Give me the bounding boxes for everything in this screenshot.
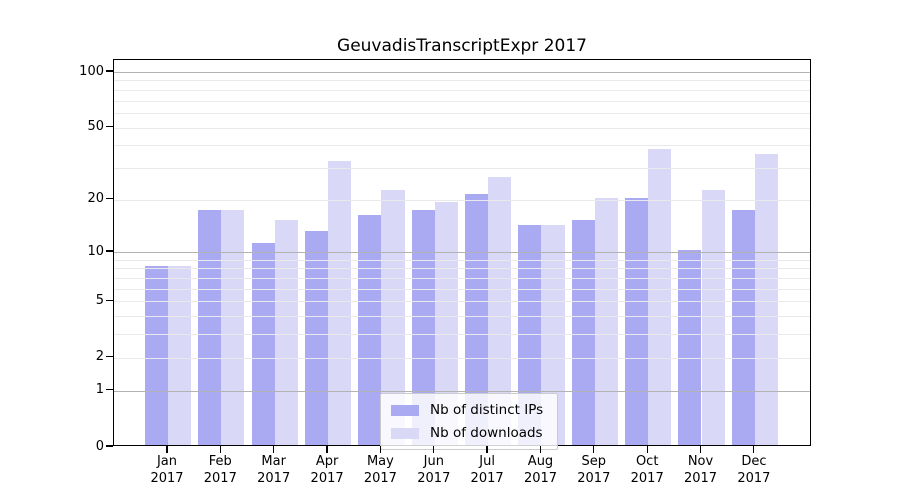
gridline-20 bbox=[114, 199, 810, 201]
x-tick-label-mar: Mar 2017 bbox=[257, 454, 291, 486]
bar-may-ips bbox=[358, 214, 382, 445]
gridline-50 bbox=[114, 127, 810, 129]
legend-label: Nb of downloads bbox=[430, 425, 543, 441]
bar-apr-downloads bbox=[328, 160, 352, 445]
y-tick-label-100: 100 bbox=[79, 63, 104, 79]
x-tick-mark bbox=[433, 446, 435, 453]
bar-sep-ips bbox=[571, 219, 595, 445]
gridline-5 bbox=[114, 301, 810, 303]
y-tick-mark bbox=[106, 250, 113, 252]
y-tick-mark bbox=[106, 299, 113, 302]
grid-layer bbox=[114, 60, 810, 445]
y-tick-label-10: 10 bbox=[87, 243, 104, 259]
bar-nov-ips bbox=[678, 250, 702, 445]
y-tick-mark bbox=[106, 197, 113, 200]
gridline-60 bbox=[114, 112, 810, 114]
gridline-2 bbox=[114, 357, 810, 359]
bar-nov-downloads bbox=[701, 190, 725, 445]
downloads-color-swatch bbox=[391, 427, 419, 439]
x-tick-label-feb: Feb 2017 bbox=[203, 454, 237, 486]
x-tick-mark bbox=[539, 446, 542, 453]
bar-dec-downloads bbox=[754, 153, 779, 445]
bar-oct-downloads bbox=[648, 149, 672, 445]
x-tick-label-dec: Dec 2017 bbox=[737, 454, 771, 486]
legend-item-distinct-ips: Nb of distinct IPs bbox=[391, 402, 543, 418]
bar-mar-ips bbox=[251, 243, 275, 445]
x-tick-mark bbox=[699, 446, 702, 453]
x-tick-label-may: May 2017 bbox=[363, 454, 397, 486]
y-tick-mark bbox=[106, 389, 113, 391]
gridline-9 bbox=[114, 259, 810, 261]
bar-may-downloads bbox=[381, 190, 405, 445]
x-tick-mark bbox=[273, 446, 275, 453]
x-tick-mark bbox=[646, 446, 648, 453]
gridline-6 bbox=[114, 288, 810, 290]
gridline-1 bbox=[114, 390, 810, 392]
gridline-30 bbox=[114, 167, 810, 169]
x-tick-mark bbox=[219, 446, 222, 453]
gridline-7 bbox=[114, 278, 810, 279]
x-tick-mark bbox=[753, 446, 755, 453]
gridline-100 bbox=[114, 72, 810, 73]
gridline-8 bbox=[114, 268, 810, 270]
x-tick-label-apr: Apr 2017 bbox=[310, 454, 344, 486]
bar-jan-ips bbox=[144, 266, 168, 445]
x-tick-mark bbox=[593, 446, 595, 453]
y-tick-mark bbox=[106, 125, 113, 128]
chart-title: GeuvadisTranscriptExpr 2017 bbox=[337, 36, 587, 56]
y-tick-mark bbox=[106, 70, 113, 72]
gridline-40 bbox=[114, 145, 810, 147]
x-tick-label-jun: Jun 2017 bbox=[417, 454, 451, 486]
y-tick-label-5: 5 bbox=[95, 292, 104, 308]
x-tick-label-nov: Nov 2017 bbox=[683, 454, 718, 486]
y-tick-label-0: 0 bbox=[95, 438, 104, 454]
x-tick-label-sep: Sep 2017 bbox=[577, 454, 611, 486]
x-tick-mark bbox=[166, 446, 168, 453]
bar-jan-downloads bbox=[168, 266, 192, 445]
gridline-3 bbox=[114, 334, 810, 336]
legend: Nb of distinct IPs Nb of downloads bbox=[380, 393, 559, 450]
x-tick-label-jan: Jan 2017 bbox=[150, 454, 184, 486]
y-tick-label-50: 50 bbox=[87, 119, 104, 134]
bar-jun-downloads bbox=[434, 201, 458, 445]
plot-area: Nb of distinct IPs Nb of downloads bbox=[113, 59, 811, 450]
x-tick-mark bbox=[379, 446, 382, 453]
gridline-80 bbox=[114, 89, 810, 91]
x-tick-label-jul: Jul 2017 bbox=[470, 454, 504, 486]
bar-jul-downloads bbox=[488, 177, 512, 445]
bar-jul-ips bbox=[464, 193, 489, 445]
gridline-4 bbox=[114, 316, 810, 318]
legend-label: Nb of distinct IPs bbox=[430, 402, 544, 418]
bar-oct-ips bbox=[625, 197, 649, 445]
x-tick-mark bbox=[326, 446, 328, 453]
x-tick-label-aug: Aug 2017 bbox=[523, 454, 558, 486]
y-tick-mark bbox=[106, 445, 113, 447]
y-tick-label-2: 2 bbox=[95, 349, 104, 365]
bar-mar-downloads bbox=[274, 219, 298, 445]
y-tick-label-1: 1 bbox=[95, 382, 104, 398]
bars-layer bbox=[114, 60, 810, 445]
x-tick-mark bbox=[486, 446, 488, 453]
y-tick-label-20: 20 bbox=[87, 191, 104, 207]
y-tick-mark bbox=[106, 356, 113, 358]
x-tick-label-oct: Oct 2017 bbox=[630, 454, 664, 486]
ips-color-swatch bbox=[391, 404, 419, 416]
legend-item-downloads: Nb of downloads bbox=[391, 425, 543, 441]
gridline-90 bbox=[114, 80, 810, 82]
gridline-70 bbox=[114, 100, 810, 102]
bar-sep-downloads bbox=[594, 197, 618, 445]
gridline-10 bbox=[114, 252, 810, 254]
